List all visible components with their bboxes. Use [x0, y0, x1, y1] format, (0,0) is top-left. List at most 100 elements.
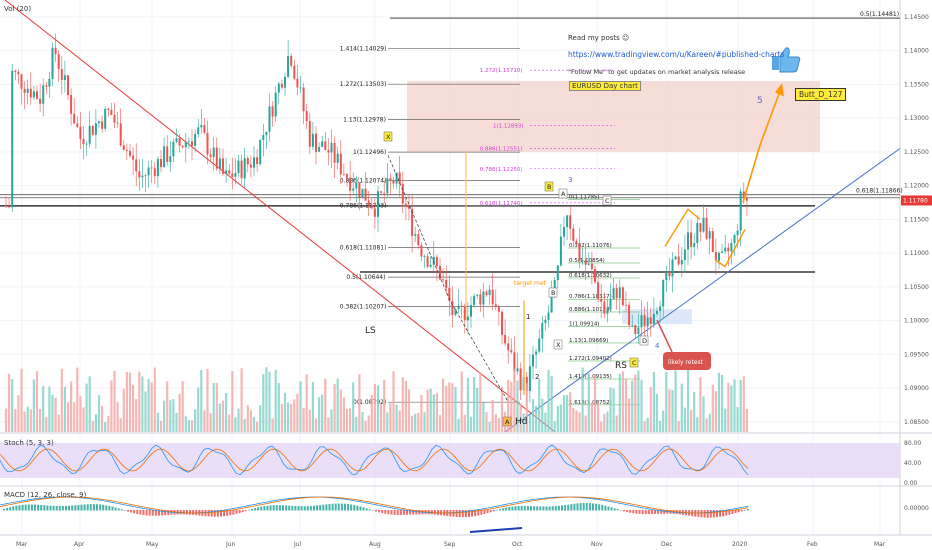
macd-hist-73	[229, 510, 232, 516]
candle-body-118	[370, 205, 373, 209]
volume-bar-203	[634, 374, 637, 432]
label-a1-bg	[558, 188, 568, 199]
volume-bar-93	[293, 399, 296, 432]
macd-hist-21	[68, 505, 71, 511]
volume-bar-204	[637, 370, 640, 432]
fib-mid-label-2: 0.886(1.12551)	[480, 146, 523, 152]
candle-body-72	[228, 170, 231, 174]
macd-hist-105	[328, 504, 331, 511]
macd-hist-47	[148, 510, 151, 516]
macd-hist-31	[99, 504, 102, 511]
label-rs: RS	[615, 361, 627, 371]
macd-hist-133	[415, 510, 418, 515]
candle-body-89	[280, 83, 283, 88]
volume-bar-192	[600, 421, 603, 432]
macd-hist-206	[641, 510, 644, 515]
volume-bar-28	[91, 420, 94, 432]
volume-bar-7	[26, 406, 29, 432]
volume-bar-191	[597, 403, 600, 432]
candle-body-129	[404, 203, 407, 207]
candle-body-33	[107, 108, 110, 110]
volume-bar-221	[690, 410, 693, 432]
volume-bar-47	[150, 382, 153, 432]
macd-hist-170	[530, 506, 532, 511]
volume-bar-114	[358, 374, 361, 432]
fib-mid-label-3: 0.786(1.12250)	[480, 167, 523, 173]
candle-body-224	[699, 223, 702, 232]
macd-hist-82	[257, 507, 260, 511]
macd-hist-167	[520, 505, 523, 511]
label-x2-bg	[553, 339, 563, 350]
candle-body-233	[727, 247, 730, 252]
macd-hist-112	[350, 504, 353, 511]
macd-hist-29	[92, 504, 95, 511]
macd-hist-99	[309, 505, 312, 511]
volume-bar-16	[54, 397, 57, 432]
label-ls: LS	[365, 326, 376, 336]
candle-body-12	[42, 85, 45, 104]
macd-hist-202	[629, 510, 632, 513]
macd-hist-7	[24, 504, 27, 511]
macd-hist-0	[3, 508, 5, 511]
volume-bar-73	[231, 371, 234, 432]
volume-bar-48	[153, 367, 156, 432]
macd-hist-178	[554, 506, 557, 511]
macd-hist-110	[344, 503, 346, 511]
candle-body-159	[497, 306, 500, 312]
macd-hist-98	[306, 506, 309, 511]
macd-hist-115	[359, 506, 362, 511]
candle-body-131	[411, 208, 414, 236]
candle-body-169	[528, 366, 531, 391]
volume-bar-11	[39, 409, 42, 432]
label-target-met: target met	[514, 280, 547, 287]
volume-bar-33	[107, 416, 110, 432]
candle-body-1	[8, 206, 11, 208]
fib-left-label-1: 1.272(1.13503)	[340, 81, 387, 88]
fib-small-label-5: 0.886(1.10128)	[569, 307, 612, 313]
macd-hist-76	[238, 510, 241, 514]
volume-bar-135	[423, 412, 426, 432]
volume-bar-185	[578, 412, 581, 432]
volume-bar-224	[699, 377, 702, 432]
candle-body-81	[256, 157, 259, 165]
volume-bar-130	[407, 389, 411, 432]
fib-small-label-1: 0.382(1.11076)	[569, 243, 612, 249]
macd-hist-228	[709, 510, 712, 518]
volume-bar-100	[314, 418, 318, 432]
fib-small-label-4: 0.786(1.10317)	[569, 294, 612, 300]
candle-body-145	[454, 308, 457, 315]
candle-body-156	[488, 289, 491, 295]
note-line2: "Follow Me" to get updates on market ana…	[568, 68, 746, 76]
volume-bar-151	[473, 377, 476, 432]
candle-body-165	[516, 368, 519, 372]
candle-body-212	[662, 280, 665, 307]
macd-hist-181	[564, 504, 567, 511]
note-link[interactable]: https://www.tradingview.com/u/Kareen/#pu…	[568, 50, 785, 59]
stoch-tick-1: 40.00	[904, 460, 921, 467]
macd-hist-34	[108, 505, 111, 511]
macd-hist-91	[285, 505, 288, 511]
volume-bar-89	[280, 404, 283, 432]
candle-body-142	[445, 279, 448, 288]
macd-hist-146	[455, 510, 458, 518]
candle-body-146	[457, 305, 460, 309]
volume-bar-15	[51, 394, 54, 432]
candle-body-174	[544, 319, 547, 324]
candle-body-128	[401, 183, 404, 204]
volume-bar-91	[287, 402, 290, 432]
candle-body-184	[575, 240, 578, 245]
macd-hist-229	[712, 510, 715, 518]
fib-left-label-9: 0(1.08792)	[353, 399, 386, 406]
candle-body-220	[687, 232, 689, 250]
macd-hist-6	[21, 504, 24, 511]
candle-body-135	[423, 256, 426, 258]
macd-hist-151	[471, 510, 474, 517]
macd-hist-157	[489, 510, 492, 513]
macd-hist-12	[40, 504, 43, 511]
candle-body-77	[243, 158, 246, 179]
price-tick-7: 1.11000	[904, 250, 929, 257]
candle-body-34	[110, 109, 113, 116]
macd-hist-155	[483, 510, 486, 514]
macd-hist-166	[517, 506, 520, 511]
